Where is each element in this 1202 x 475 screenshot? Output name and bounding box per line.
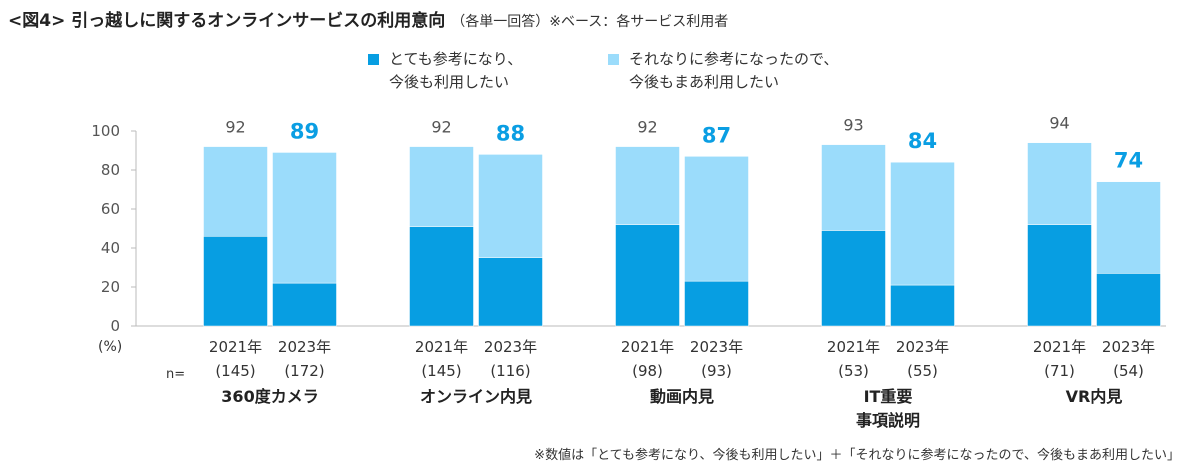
bar-total-label: 94 <box>1049 114 1069 133</box>
sample-size-label: (172) <box>284 362 324 380</box>
sample-size-label: (98) <box>632 362 663 380</box>
legend-swatch-series-2 <box>608 54 619 65</box>
bar-segment <box>821 230 886 327</box>
chart-title: <図4> 引っ越しに関するオンラインサービスの利用意向 （各単一回答）※ベース：各… <box>8 6 728 31</box>
sample-size-label: (55) <box>907 362 938 380</box>
bar-segment <box>1096 273 1161 327</box>
bar-segment <box>615 146 680 225</box>
legend-swatch-series-1 <box>368 54 379 65</box>
x-year-label: 2023年 <box>690 338 743 356</box>
y-tick-label: 20 <box>101 278 120 296</box>
bar-segment <box>890 161 955 286</box>
bar-segment <box>821 144 886 231</box>
category-label: 事項説明 <box>856 411 920 430</box>
category-label: VR内見 <box>1066 387 1123 406</box>
category-label: IT重要 <box>864 387 913 406</box>
footnote: ※数値は「とても参考になり、今後も利用したい」＋「それなりに参考になったので、今… <box>534 448 1180 463</box>
bar-segment <box>1027 224 1092 327</box>
sample-size-label: (93) <box>701 362 732 380</box>
chart-title-main: <図4> 引っ越しに関するオンラインサービスの利用意向 <box>8 11 446 31</box>
bar-segment <box>409 146 474 227</box>
bar-segment <box>203 236 268 327</box>
bar-segment <box>478 257 543 327</box>
category-label: 360度カメラ <box>221 387 318 406</box>
bar-segment <box>203 146 268 237</box>
x-year-label: 2023年 <box>1102 338 1155 356</box>
bar-total-label: 93 <box>843 116 863 135</box>
category-label: オンライン内見 <box>420 387 532 406</box>
y-tick-label: 0 <box>110 317 120 335</box>
bar-total-label: 88 <box>496 121 525 145</box>
legend-item-series-1: とても参考になり、 今後も利用したい <box>368 48 522 94</box>
x-year-label: 2023年 <box>278 338 331 356</box>
bar-total-label: 74 <box>1114 149 1143 173</box>
bar-total-label: 89 <box>290 119 319 143</box>
n-prefix-label: n= <box>166 367 185 382</box>
bar-segment <box>1027 142 1092 225</box>
y-tick-label: 40 <box>101 239 120 257</box>
x-year-label: 2021年 <box>209 338 262 356</box>
bar-segment <box>684 156 749 282</box>
legend-label-series-2: それなりに参考になったので、 今後もまあ利用したい <box>629 50 839 91</box>
bar-segment <box>272 282 337 327</box>
x-year-label: 2021年 <box>621 338 674 356</box>
bar-segment <box>615 224 680 327</box>
legend-label-series-1: とても参考になり、 今後も利用したい <box>389 50 523 91</box>
x-year-label: 2021年 <box>827 338 880 356</box>
bar-segment <box>478 154 543 258</box>
bar-total-label: 92 <box>637 118 657 137</box>
x-year-label: 2021年 <box>415 338 468 356</box>
bar-segment <box>890 284 955 327</box>
y-tick-label: 60 <box>101 200 120 218</box>
x-year-label: 2023年 <box>896 338 949 356</box>
category-label: 動画内見 <box>650 387 714 406</box>
sample-size-label: (145) <box>421 362 461 380</box>
sample-size-label: (54) <box>1113 362 1144 380</box>
sample-size-label: (116) <box>490 362 530 380</box>
sample-size-label: (71) <box>1044 362 1075 380</box>
legend-item-series-2: それなりに参考になったので、 今後もまあ利用したい <box>608 48 838 94</box>
y-axis-unit-label: (%) <box>98 339 122 355</box>
bar-total-label: 92 <box>431 118 451 137</box>
bar-segment <box>684 280 749 327</box>
sample-size-label: (145) <box>215 362 255 380</box>
bar-total-label: 84 <box>908 129 937 153</box>
bar-segment <box>272 152 337 284</box>
sample-size-label: (53) <box>838 362 869 380</box>
y-tick-label: 80 <box>101 161 120 179</box>
bar-segment <box>409 226 474 327</box>
bar-segment <box>1096 181 1161 274</box>
x-year-label: 2021年 <box>1033 338 1086 356</box>
chart-subtitle: （各単一回答）※ベース：各サービス利用者 <box>451 14 729 30</box>
bar-total-label: 92 <box>225 118 245 137</box>
bar-total-label: 87 <box>702 123 731 147</box>
y-tick-label: 100 <box>91 122 120 140</box>
x-year-label: 2023年 <box>484 338 537 356</box>
